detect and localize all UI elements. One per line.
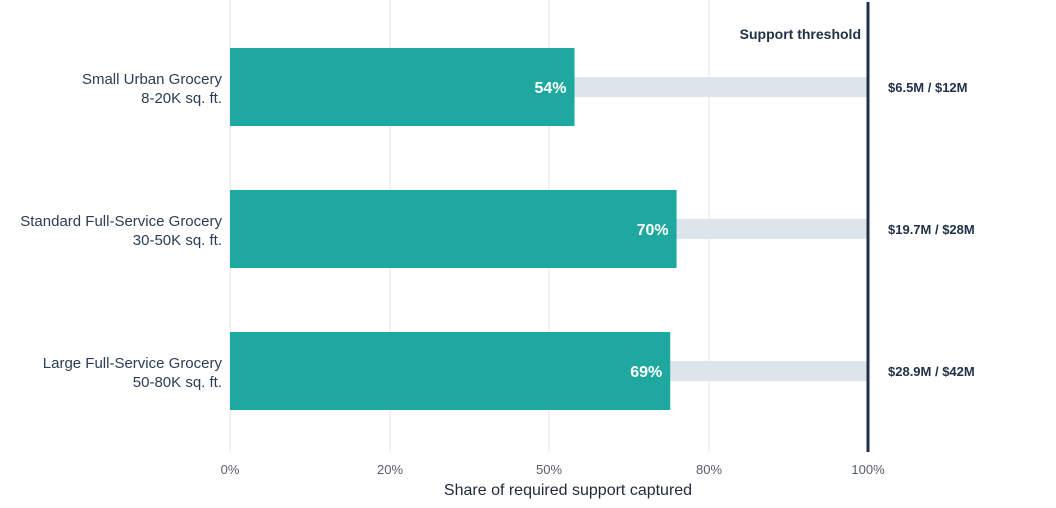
amount-label: $19.7M / $28M <box>888 222 975 237</box>
amount-label: $6.5M / $12M <box>888 80 968 95</box>
category-sublabel: 50-80K sq. ft. <box>133 374 222 391</box>
x-tick-label: 20% <box>377 462 403 477</box>
bar <box>230 190 677 268</box>
bar-value-label: 54% <box>534 80 566 97</box>
bar <box>230 332 671 410</box>
category-label: Small Urban Grocery <box>82 71 223 88</box>
amount-label: $28.9M / $42M <box>888 364 975 379</box>
x-tick-label: 100% <box>851 462 885 477</box>
category-label: Standard Full-Service Grocery <box>20 213 222 230</box>
bar <box>230 48 575 126</box>
x-tick-label: 0% <box>221 462 240 477</box>
x-tick-label: 80% <box>696 462 722 477</box>
category-label: Large Full-Service Grocery <box>43 355 223 372</box>
bars <box>230 48 677 410</box>
bar-value-label: 70% <box>637 222 669 239</box>
category-sublabel: 8-20K sq. ft. <box>141 90 222 107</box>
category-sublabel: 30-50K sq. ft. <box>133 232 222 249</box>
x-axis-title: Share of required support captured <box>444 482 692 499</box>
threshold-label: Support threshold <box>740 26 861 42</box>
x-tick-label: 50% <box>536 462 562 477</box>
labels: 0% 20% 50% 80% 100% 54% $6.5M / $12M Small Urba… <box>20 71 974 477</box>
bar-value-label: 69% <box>630 364 662 381</box>
